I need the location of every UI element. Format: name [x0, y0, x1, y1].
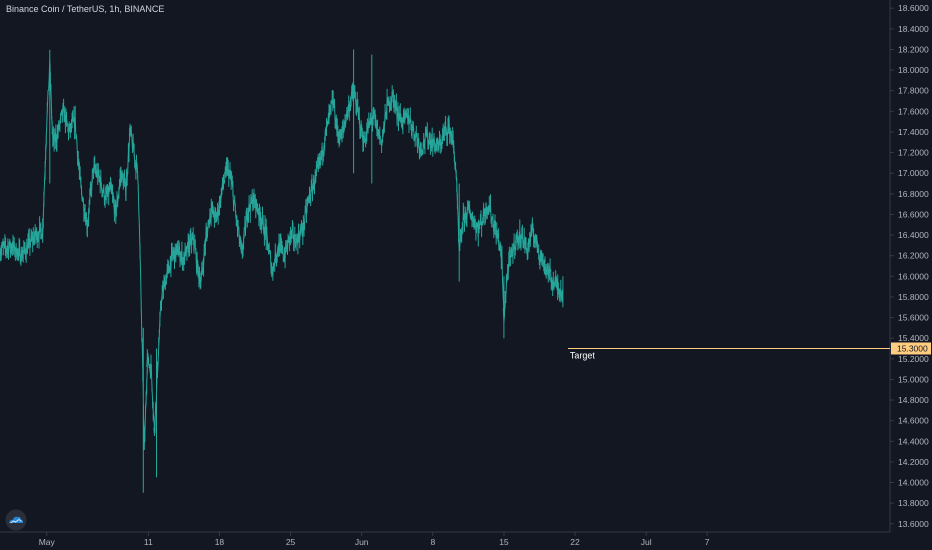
price-tick-label: 17.2000	[898, 148, 929, 158]
price-tick-label: 14.2000	[898, 457, 929, 467]
price-tick-label: 16.4000	[898, 230, 929, 240]
price-tick-label: 17.0000	[898, 168, 929, 178]
price-tick-label: 15.0000	[898, 374, 929, 384]
target-label: Target	[570, 350, 596, 360]
price-tick-label: 18.6000	[898, 3, 929, 13]
time-tick-label: Jul	[641, 537, 652, 547]
chart-title: Binance Coin / TetherUS, 1h, BINANCE	[6, 4, 165, 14]
time-axis[interactable]: May 11 18 25 Jun 8 15 22 Jul 7	[39, 532, 710, 547]
time-tick-label: 8	[430, 537, 435, 547]
price-tick-label: 14.8000	[898, 395, 929, 405]
price-tick-label: 18.0000	[898, 65, 929, 75]
price-tick-label: 18.4000	[898, 24, 929, 34]
time-tick-label: 11	[144, 537, 153, 547]
price-tick-label: 17.8000	[898, 86, 929, 96]
price-tick-label: 16.2000	[898, 251, 929, 261]
price-tick-label: 13.6000	[898, 519, 929, 529]
price-tick-label: 15.4000	[898, 333, 929, 343]
price-series	[0, 49, 564, 493]
time-tick-label: 25	[286, 537, 296, 547]
time-tick-label: 15	[499, 537, 509, 547]
price-tick-label: 15.2000	[898, 354, 929, 364]
time-tick-label: 7	[705, 537, 710, 547]
price-tick-label: 17.6000	[898, 106, 929, 116]
price-tick-label: 15.6000	[898, 313, 929, 323]
price-axis[interactable]: 18.6000 18.4000 18.2000 18.0000 17.8000 17.60…	[890, 3, 929, 529]
plot-area[interactable]	[0, 49, 564, 493]
time-tick-label: May	[39, 537, 56, 547]
time-tick-label: 22	[570, 537, 580, 547]
tradingview-cloud-icon[interactable]	[5, 509, 27, 531]
price-tick-label: 16.8000	[898, 189, 929, 199]
price-tick-label: 17.4000	[898, 127, 929, 137]
price-tick-label: 14.0000	[898, 478, 929, 488]
price-tick-label: 16.0000	[898, 271, 929, 281]
price-tick-label: 15.8000	[898, 292, 929, 302]
price-tick-label: 18.2000	[898, 44, 929, 54]
price-tick-label: 16.6000	[898, 209, 929, 219]
time-tick-label: Jun	[355, 537, 369, 547]
time-tick-label: 18	[215, 537, 225, 547]
price-tick-label: 13.8000	[898, 498, 929, 508]
target-price-label: 15.3000	[897, 343, 928, 353]
price-tick-label: 14.4000	[898, 436, 929, 446]
target-line-group[interactable]: Target 15.3000	[567, 342, 931, 360]
price-tick-label: 14.6000	[898, 416, 929, 426]
target-price-badge	[891, 342, 931, 355]
